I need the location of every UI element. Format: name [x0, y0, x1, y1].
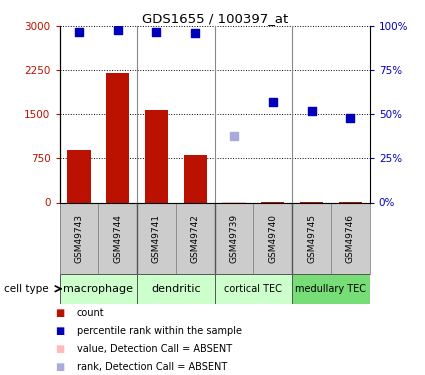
Text: GSM49743: GSM49743	[74, 214, 83, 262]
Text: GSM49746: GSM49746	[346, 214, 355, 262]
Text: GSM49745: GSM49745	[307, 214, 316, 262]
Text: ■: ■	[55, 308, 65, 318]
Bar	[176, 202, 215, 274]
Text: ■: ■	[55, 344, 65, 354]
Bar	[292, 274, 370, 304]
Bar	[137, 202, 176, 274]
Text: value, Detection Call = ABSENT: value, Detection Call = ABSENT	[76, 344, 232, 354]
Bar	[145, 110, 168, 202]
Text: medullary TEC: medullary TEC	[295, 284, 366, 294]
Point	[153, 28, 160, 34]
Bar	[67, 150, 91, 202]
Title: GDS1655 / 100397_at: GDS1655 / 100397_at	[142, 12, 288, 25]
Bar	[292, 202, 331, 274]
Bar	[253, 202, 292, 274]
Point	[347, 115, 354, 121]
Point	[269, 99, 276, 105]
Text: GSM49744: GSM49744	[113, 214, 122, 262]
Bar	[215, 274, 292, 304]
Text: GSM49739: GSM49739	[230, 214, 238, 262]
Point	[114, 27, 121, 33]
Bar	[184, 155, 207, 203]
Text: rank, Detection Call = ABSENT: rank, Detection Call = ABSENT	[76, 362, 227, 372]
Text: percentile rank within the sample: percentile rank within the sample	[76, 326, 241, 336]
Bar	[60, 274, 137, 304]
Bar	[106, 73, 129, 202]
Bar	[215, 202, 253, 274]
Point	[192, 30, 198, 36]
Text: ■: ■	[55, 362, 65, 372]
Text: dendritic: dendritic	[151, 284, 201, 294]
Point	[76, 28, 82, 34]
Text: GSM49741: GSM49741	[152, 214, 161, 262]
Text: GSM49740: GSM49740	[268, 214, 277, 262]
Text: cortical TEC: cortical TEC	[224, 284, 282, 294]
Bar	[98, 202, 137, 274]
Text: count: count	[76, 308, 104, 318]
Bar	[60, 202, 98, 274]
Point	[231, 132, 238, 138]
Point	[308, 108, 315, 114]
Text: ■: ■	[55, 326, 65, 336]
Text: macrophage: macrophage	[63, 284, 133, 294]
Text: GSM49742: GSM49742	[191, 214, 200, 262]
Bar	[137, 274, 215, 304]
Bar	[331, 202, 370, 274]
Text: cell type: cell type	[4, 284, 49, 294]
